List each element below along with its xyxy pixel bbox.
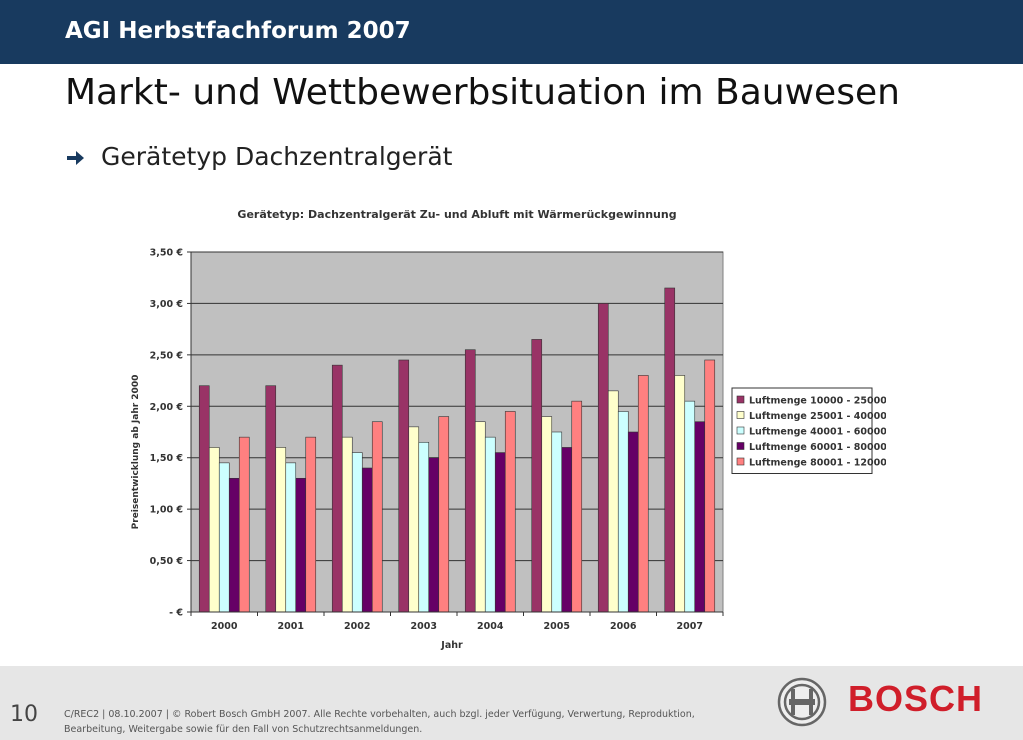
- x-tick-label: 2002: [344, 621, 370, 632]
- legend-swatch: [736, 395, 745, 404]
- y-tick-label: 2,50 €: [150, 350, 183, 361]
- legend-entry: Luftmenge 60001 - 80000: [749, 442, 886, 453]
- bar: [408, 426, 420, 613]
- y-tick-label: 1,50 €: [150, 453, 183, 464]
- legend-swatch: [736, 411, 745, 419]
- bar: [438, 416, 450, 613]
- bar: [228, 477, 240, 613]
- bar: [541, 416, 553, 613]
- y-tick-label: 0,50 €: [150, 556, 183, 567]
- bar: [561, 447, 573, 613]
- bar: [504, 411, 516, 613]
- bar: [371, 421, 383, 613]
- bar: [418, 441, 430, 613]
- x-tick-label: 2005: [544, 621, 570, 632]
- bar: [474, 421, 486, 613]
- bar-chart: - € 0,50 € 1,00 € 1,50 € 2,00 € 2,50 € 3,00 € 3…: [131, 208, 886, 651]
- footer-bar: [0, 666, 1023, 740]
- legend-entry: Luftmenge 25001 - 40000: [749, 411, 886, 422]
- header-bar: AGI Herbstfachforum 2007: [0, 0, 1023, 64]
- legend-swatch: [736, 457, 745, 466]
- bar: [464, 349, 476, 613]
- x-tick-label: 2004: [477, 621, 504, 632]
- legend-box: [731, 387, 873, 474]
- bar: [265, 385, 277, 613]
- bar: [238, 436, 250, 613]
- bar: [694, 421, 706, 613]
- y-tick-label: 2,00 €: [150, 402, 183, 413]
- y-axis-label: Preisentwicklung ab Jahr 2000: [131, 375, 141, 530]
- bar: [637, 375, 649, 613]
- y-tick-label: 1,00 €: [150, 505, 183, 516]
- footer-line-2: Bearbeitung, Weitergabe sowie für den Fa…: [64, 724, 423, 735]
- bar: [494, 452, 506, 613]
- arrow-right-icon: [65, 142, 101, 171]
- x-tick-label: 2006: [610, 621, 637, 632]
- bar: [398, 359, 410, 613]
- bar: [627, 431, 639, 613]
- legend-entry: Luftmenge 40001 - 60000: [749, 427, 886, 438]
- chart-title: Gerätetyp: Dachzentralgerät Zu- und Ablu…: [237, 208, 676, 221]
- y-tick-label: - €: [169, 608, 183, 619]
- bar: [198, 385, 210, 613]
- header-title: AGI Herbstfachforum 2007: [65, 18, 411, 44]
- bar: [664, 287, 676, 613]
- y-tick-label: 3,00 €: [150, 299, 183, 310]
- bar: [285, 462, 297, 613]
- bar: [361, 467, 373, 613]
- bar: [305, 436, 317, 613]
- bar: [551, 431, 563, 613]
- bar: [484, 436, 496, 613]
- bar: [597, 303, 609, 613]
- x-tick-label: 2003: [411, 621, 437, 632]
- legend-swatch: [736, 442, 745, 450]
- bar: [275, 447, 287, 613]
- bar: [684, 400, 696, 613]
- bar: [607, 390, 619, 613]
- bar: [571, 400, 583, 613]
- bar: [428, 457, 440, 613]
- x-tick-label: 2007: [677, 621, 703, 632]
- x-tick-label: 2000: [211, 621, 238, 632]
- x-tick-label: 2001: [278, 621, 304, 632]
- legend-entry: Luftmenge 80001 - 120000: [749, 458, 886, 469]
- legend-swatch: [736, 426, 745, 435]
- page-number: 10: [10, 702, 38, 727]
- bar: [295, 477, 307, 613]
- bar: [218, 462, 230, 613]
- bosch-armature-icon: [777, 677, 827, 727]
- bar: [208, 447, 220, 613]
- bosch-logo-text: BOSCH: [848, 678, 984, 719]
- bar: [674, 375, 686, 613]
- bullet-text: Gerätetyp Dachzentralgerät: [101, 142, 453, 171]
- footer-copyright: C/REC2 | 08.10.2007 | © Robert Bosch Gmb…: [64, 707, 724, 737]
- bar: [531, 339, 543, 613]
- bullet-item: Gerätetyp Dachzentralgerät: [65, 142, 452, 171]
- bar: [617, 411, 629, 613]
- footer-line-1: C/REC2 | 08.10.2007 | © Robert Bosch Gmb…: [64, 709, 695, 720]
- x-axis-label: Jahr: [440, 640, 463, 651]
- bar: [331, 364, 343, 613]
- slide-title: Markt- und Wettbewerbsituation im Bauwes…: [65, 72, 900, 113]
- legend-entry: Luftmenge 10000 - 25000: [749, 396, 886, 407]
- bar: [351, 452, 363, 613]
- bar: [704, 359, 716, 613]
- bar: [341, 436, 353, 613]
- y-tick-label: 3,50 €: [150, 248, 183, 259]
